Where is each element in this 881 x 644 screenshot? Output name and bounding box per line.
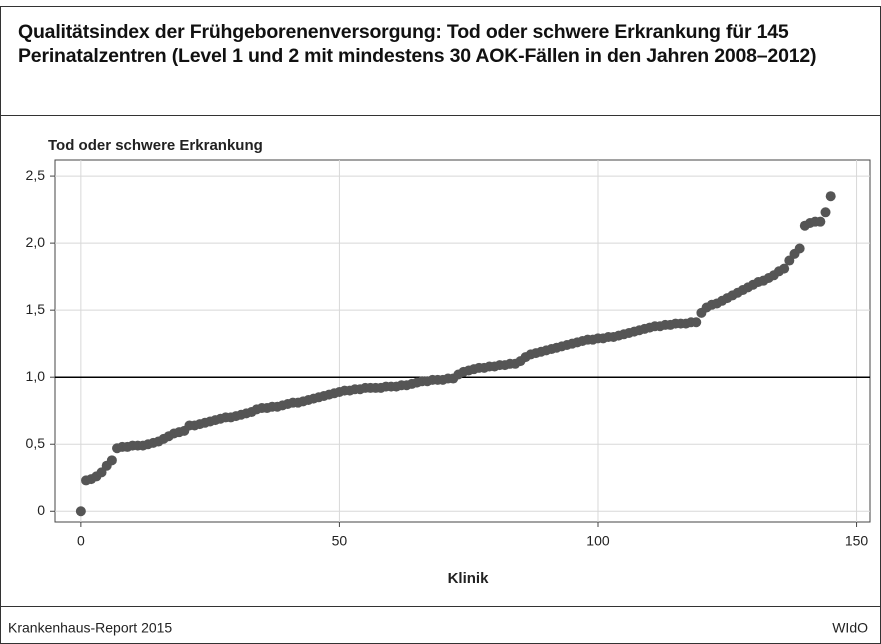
y-tick-label: 2,5 bbox=[26, 167, 46, 183]
point bbox=[75, 506, 86, 517]
x-tick-label: 100 bbox=[586, 533, 610, 549]
point bbox=[691, 317, 702, 328]
y-tick-label: 0,5 bbox=[26, 435, 46, 451]
point bbox=[794, 243, 805, 254]
x-tick-label: 0 bbox=[77, 533, 85, 549]
y-tick-label: 1,5 bbox=[26, 301, 46, 317]
source: Krankenhaus-Report 2015 bbox=[8, 620, 172, 636]
y-axis-label: Tod oder schwere Erkrankung bbox=[48, 137, 263, 154]
point bbox=[820, 207, 831, 218]
publisher: WIdO bbox=[832, 620, 868, 636]
y-tick-label: 0 bbox=[37, 502, 45, 518]
point bbox=[106, 455, 117, 466]
y-tick-label: 1,0 bbox=[26, 368, 46, 384]
point bbox=[779, 263, 790, 274]
x-tick-label: 150 bbox=[845, 533, 869, 549]
frame bbox=[0, 6, 881, 644]
point bbox=[825, 191, 836, 202]
y-tick-label: 2,0 bbox=[26, 234, 46, 250]
x-axis-label: Klinik bbox=[448, 570, 489, 587]
point bbox=[815, 216, 826, 227]
x-tick-label: 50 bbox=[332, 533, 348, 549]
chart-title: Qualitätsindex der Frühgeborenenversorgu… bbox=[18, 21, 817, 67]
plot-area bbox=[54, 159, 871, 523]
